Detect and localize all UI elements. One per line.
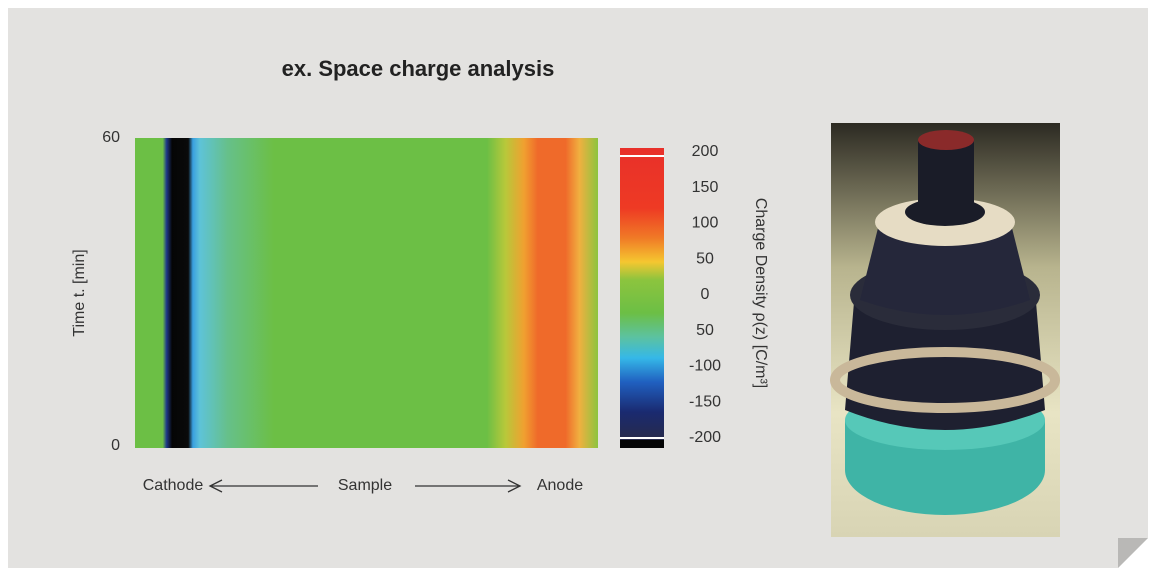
colorbar bbox=[620, 148, 664, 448]
colorbar-tick-label: 0 bbox=[701, 286, 710, 303]
arrows bbox=[208, 479, 522, 493]
title: ex. Space charge analysis bbox=[282, 56, 555, 81]
colorbar-tick-label: -200 bbox=[689, 429, 721, 446]
colorbar-tick-label: -150 bbox=[689, 393, 721, 410]
y-axis-label: Time t. [min] bbox=[71, 249, 88, 336]
colorbar-tick-label: 200 bbox=[692, 143, 719, 160]
colorbar-tick-label: -100 bbox=[689, 358, 721, 375]
colorbar-tick-label: 50 bbox=[696, 250, 714, 267]
colorbar-label: Charge Density ρ(z) [C/m³] bbox=[752, 198, 769, 388]
colorbar-end bbox=[620, 440, 664, 448]
y-tick-label: 0 bbox=[111, 437, 120, 454]
corner-fold bbox=[1118, 538, 1148, 568]
x-label-center: Sample bbox=[338, 477, 392, 494]
x-label-left: Cathode bbox=[143, 477, 204, 494]
colorbar-tick-label: 100 bbox=[692, 215, 719, 232]
cable-photo bbox=[830, 123, 1060, 537]
y-tick-label: 60 bbox=[102, 129, 120, 146]
x-label-right: Anode bbox=[537, 477, 583, 494]
heatmap bbox=[135, 138, 598, 448]
colorbar-tick-label: 50 bbox=[696, 322, 714, 339]
colorbar-tick-label: 150 bbox=[692, 179, 719, 196]
